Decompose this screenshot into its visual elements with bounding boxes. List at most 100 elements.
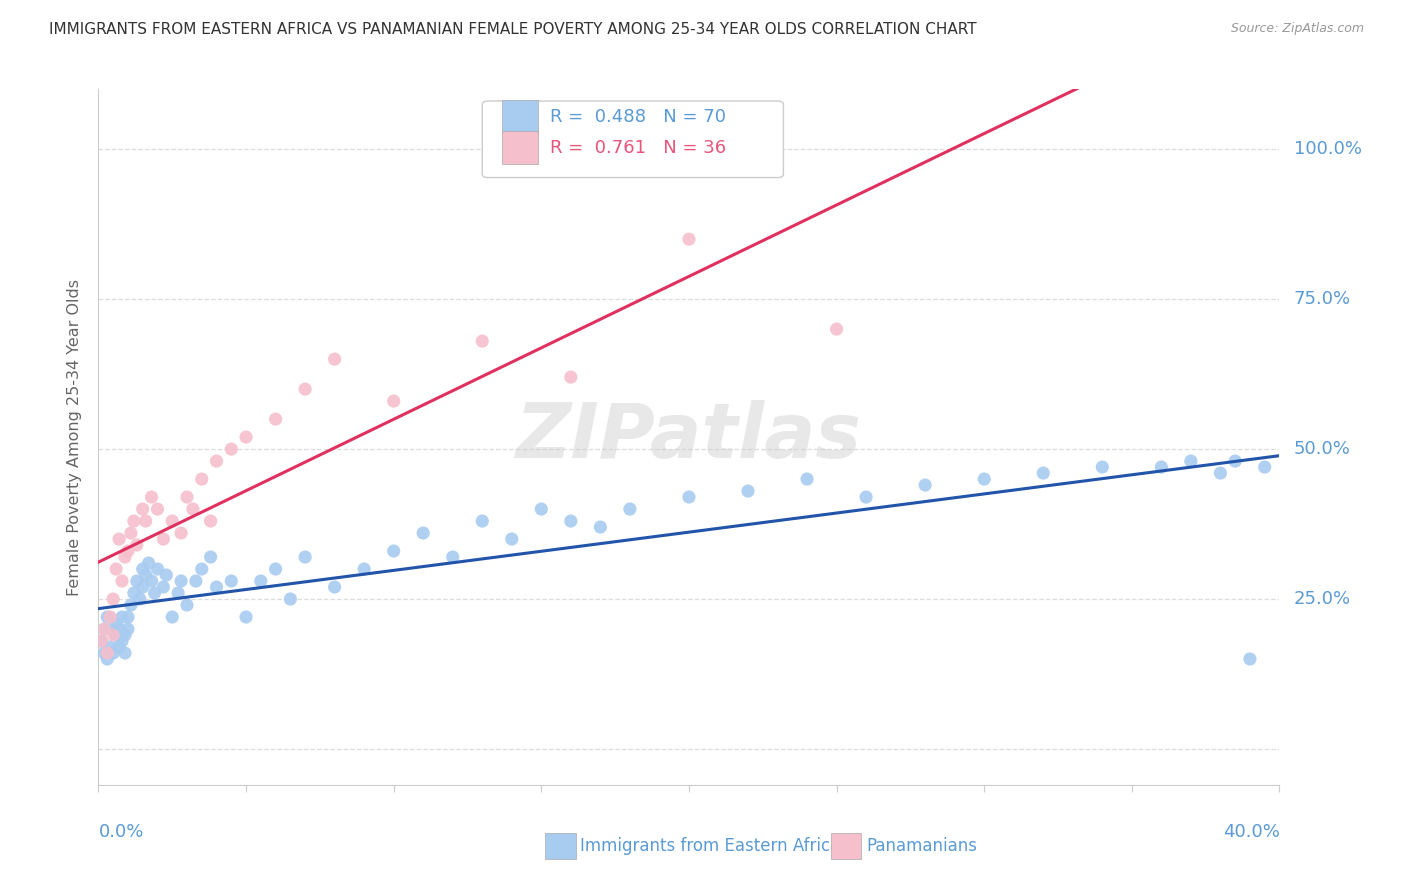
Text: Source: ZipAtlas.com: Source: ZipAtlas.com xyxy=(1230,22,1364,36)
Text: 50.0%: 50.0% xyxy=(1294,440,1351,458)
Point xyxy=(1239,652,1261,666)
Text: IMMIGRANTS FROM EASTERN AFRICA VS PANAMANIAN FEMALE POVERTY AMONG 25-34 YEAR OLD: IMMIGRANTS FROM EASTERN AFRICA VS PANAMA… xyxy=(49,22,977,37)
FancyBboxPatch shape xyxy=(482,101,783,178)
Point xyxy=(103,628,125,642)
Point xyxy=(1180,454,1202,468)
Point xyxy=(141,490,163,504)
Point xyxy=(152,580,174,594)
FancyBboxPatch shape xyxy=(546,833,575,859)
Point xyxy=(170,526,193,541)
Point xyxy=(90,634,112,648)
Point xyxy=(117,544,139,558)
Point xyxy=(146,502,169,516)
Point xyxy=(132,502,155,516)
Point xyxy=(323,352,346,367)
Point xyxy=(278,592,302,607)
Point xyxy=(141,574,163,588)
Point xyxy=(353,562,375,576)
Point xyxy=(191,562,214,576)
Point xyxy=(250,574,273,588)
Point xyxy=(471,514,494,528)
Point xyxy=(132,562,155,576)
Point xyxy=(181,502,204,516)
Point xyxy=(96,652,118,666)
Point xyxy=(382,544,405,558)
Point xyxy=(200,514,222,528)
Point xyxy=(184,574,207,588)
Point xyxy=(678,232,700,246)
Point xyxy=(235,430,257,444)
Point xyxy=(176,598,198,612)
FancyBboxPatch shape xyxy=(502,131,537,164)
Point xyxy=(120,526,142,541)
Point xyxy=(105,628,128,642)
Point xyxy=(93,646,115,660)
Point xyxy=(219,442,242,456)
Point xyxy=(200,549,222,564)
Point xyxy=(294,382,316,396)
Point xyxy=(264,562,287,576)
Point xyxy=(96,610,118,624)
Point xyxy=(98,610,121,624)
Text: 40.0%: 40.0% xyxy=(1223,823,1279,841)
Point xyxy=(1091,460,1114,475)
Point xyxy=(176,490,198,504)
Point xyxy=(111,634,134,648)
Point xyxy=(170,574,193,588)
Text: R =  0.761   N = 36: R = 0.761 N = 36 xyxy=(550,138,725,157)
Point xyxy=(471,334,494,348)
Point xyxy=(1209,466,1232,480)
Text: R =  0.488   N = 70: R = 0.488 N = 70 xyxy=(550,108,725,126)
Point xyxy=(122,514,145,528)
Point xyxy=(167,586,190,600)
Point xyxy=(560,370,582,384)
Text: 0.0%: 0.0% xyxy=(98,823,143,841)
Point xyxy=(323,580,346,594)
Point xyxy=(501,532,523,546)
Point xyxy=(125,538,148,552)
Point xyxy=(855,490,877,504)
Point xyxy=(132,580,155,594)
Point xyxy=(235,610,257,624)
Text: Immigrants from Eastern Africa: Immigrants from Eastern Africa xyxy=(581,838,841,855)
Text: 75.0%: 75.0% xyxy=(1294,290,1351,308)
Point xyxy=(143,586,166,600)
Point xyxy=(135,568,157,582)
Point xyxy=(737,484,759,499)
Text: 100.0%: 100.0% xyxy=(1294,140,1361,158)
Point xyxy=(114,646,136,660)
Point xyxy=(294,549,316,564)
Text: ZIPatlas: ZIPatlas xyxy=(516,401,862,474)
Point xyxy=(441,549,464,564)
Point xyxy=(105,562,128,576)
Point xyxy=(191,472,214,486)
Point xyxy=(530,502,553,516)
Point xyxy=(96,646,118,660)
Point xyxy=(1032,466,1054,480)
Point xyxy=(205,580,228,594)
Point xyxy=(205,454,228,468)
Point xyxy=(117,610,139,624)
Point xyxy=(264,412,287,426)
Point xyxy=(108,622,131,636)
Point xyxy=(162,514,183,528)
Point xyxy=(128,592,150,607)
Point xyxy=(219,574,242,588)
FancyBboxPatch shape xyxy=(502,100,537,134)
Point xyxy=(93,622,115,636)
Text: Panamanians: Panamanians xyxy=(866,838,977,855)
Point xyxy=(825,322,848,336)
Point xyxy=(111,574,134,588)
Point xyxy=(138,556,160,570)
Point xyxy=(98,640,121,654)
Point xyxy=(560,514,582,528)
Point xyxy=(103,622,125,636)
Point xyxy=(117,622,139,636)
Point xyxy=(125,574,148,588)
Point xyxy=(1150,460,1173,475)
Point xyxy=(93,622,115,636)
Point xyxy=(678,490,700,504)
Y-axis label: Female Poverty Among 25-34 Year Olds: Female Poverty Among 25-34 Year Olds xyxy=(67,278,83,596)
Point xyxy=(796,472,818,486)
Point xyxy=(382,394,405,409)
